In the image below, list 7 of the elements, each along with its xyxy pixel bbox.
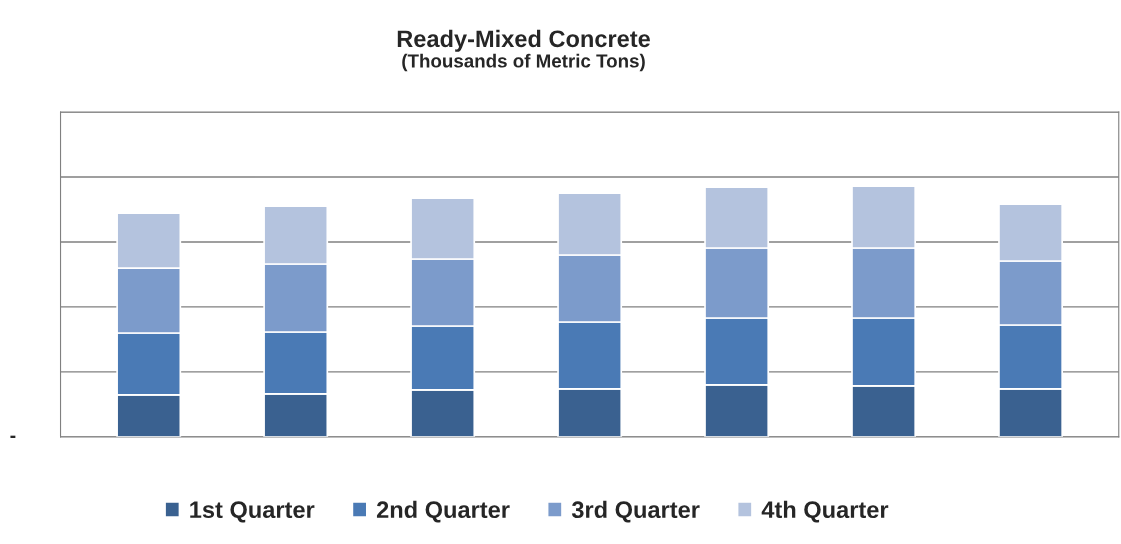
legend-label: 2nd Quarter: [376, 500, 510, 523]
legend-label: 3rd Quarter: [571, 500, 700, 523]
legend-label: 1st Quarter: [190, 501, 315, 523]
chart-subtitle: (Thousands of Metric Tons): [402, 53, 645, 72]
text: -: [10, 435, 16, 438]
chart-title: Ready-Mixed Concrete: [397, 29, 650, 52]
legend-label: 4th Quarter: [761, 500, 889, 523]
